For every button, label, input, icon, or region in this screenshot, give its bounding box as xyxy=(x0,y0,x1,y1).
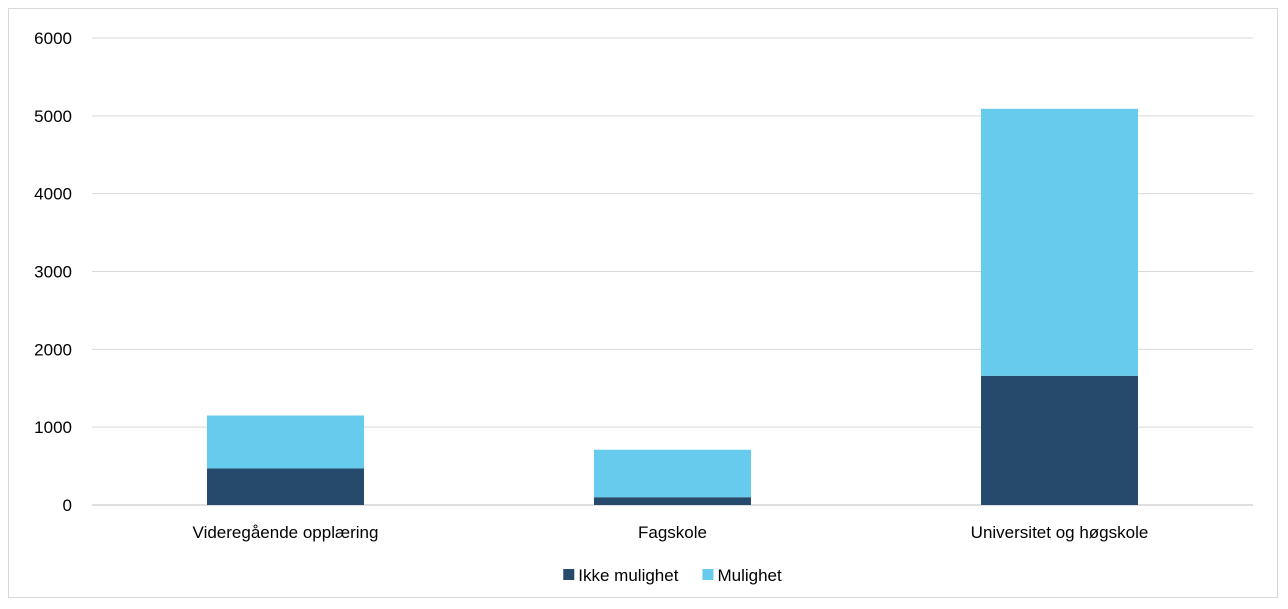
x-tick-label: Universitet og høgskole xyxy=(971,523,1149,542)
legend-swatch xyxy=(702,569,714,580)
bar-segment-mulighet xyxy=(594,449,751,498)
y-tick-label: 3000 xyxy=(34,263,72,282)
y-tick-label: 2000 xyxy=(34,340,72,359)
y-tick-label: 6000 xyxy=(34,29,72,48)
x-tick-label: Videregående opplæring xyxy=(193,523,379,542)
legend-label: Mulighet xyxy=(717,566,782,585)
y-axis-tick-labels: 0 1000 2000 3000 4000 5000 6000 xyxy=(34,29,72,515)
legend-label: Ikke mulighet xyxy=(578,566,678,585)
legend: Ikke mulighet Mulighet xyxy=(563,566,782,585)
legend-swatch xyxy=(563,569,575,580)
y-tick-label: 4000 xyxy=(34,185,72,204)
bar-segment-ikke-mulighet xyxy=(594,497,751,505)
bar-segment-mulighet xyxy=(981,108,1138,376)
bars xyxy=(207,108,1138,505)
y-tick-label: 1000 xyxy=(34,418,72,437)
y-tick-label: 0 xyxy=(63,496,72,515)
bar-segment-mulighet xyxy=(207,415,364,469)
x-tick-label: Fagskole xyxy=(638,523,707,542)
x-axis-tick-labels: Videregående opplæring Fagskole Universite… xyxy=(193,523,1149,542)
y-tick-label: 5000 xyxy=(34,107,72,126)
bar-segment-ikke-mulighet xyxy=(207,468,364,505)
bar-segment-ikke-mulighet xyxy=(981,375,1138,505)
